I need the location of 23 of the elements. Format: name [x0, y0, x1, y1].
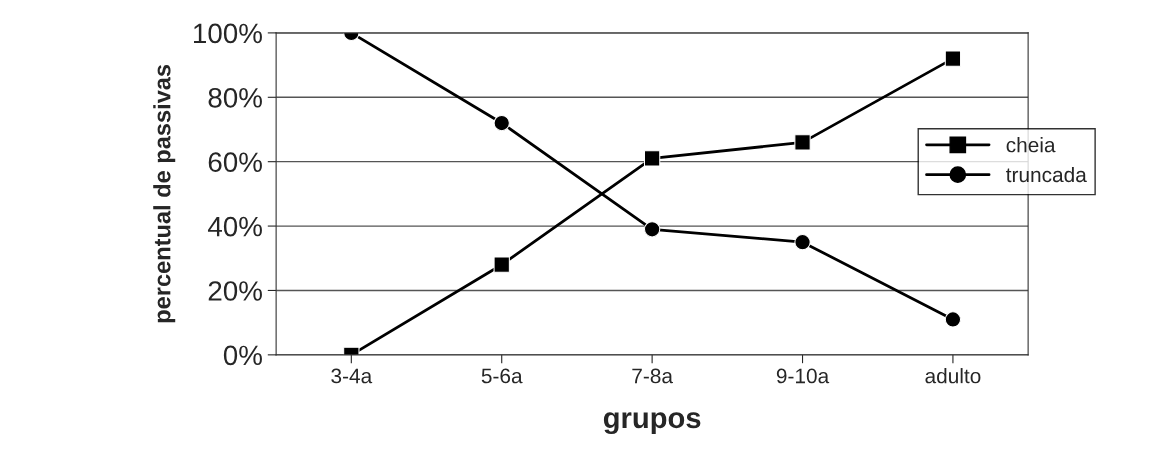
- point: [493, 114, 510, 132]
- x-tick-label: adulto: [925, 368, 981, 384]
- point: [643, 221, 661, 238]
- y-tick-label: 40%: [207, 216, 262, 237]
- x-axis-title: grupos: [603, 412, 701, 435]
- x-tick-label: 3-4a: [331, 368, 373, 384]
- x-tick-label: 7-8a: [632, 368, 673, 384]
- point: [944, 50, 962, 67]
- x-tick-label: 9-10a: [776, 368, 830, 384]
- legend-label: truncada: [1006, 166, 1087, 183]
- point: [794, 234, 811, 251]
- y-tick-label: 20%: [208, 281, 262, 301]
- y-tick-label: 0%: [223, 345, 262, 366]
- x-tick-label: 5-6a: [481, 368, 523, 384]
- point: [493, 256, 510, 273]
- legend-label: cheia: [1006, 137, 1056, 153]
- y-tick-label: 80%: [208, 87, 262, 108]
- point: [794, 134, 811, 151]
- y-tick-label: 60%: [208, 152, 262, 173]
- y-axis-title: percentual de passivas: [153, 64, 176, 323]
- point: [643, 150, 661, 167]
- y-tick-label: 100%: [194, 23, 262, 44]
- point: [944, 311, 962, 328]
